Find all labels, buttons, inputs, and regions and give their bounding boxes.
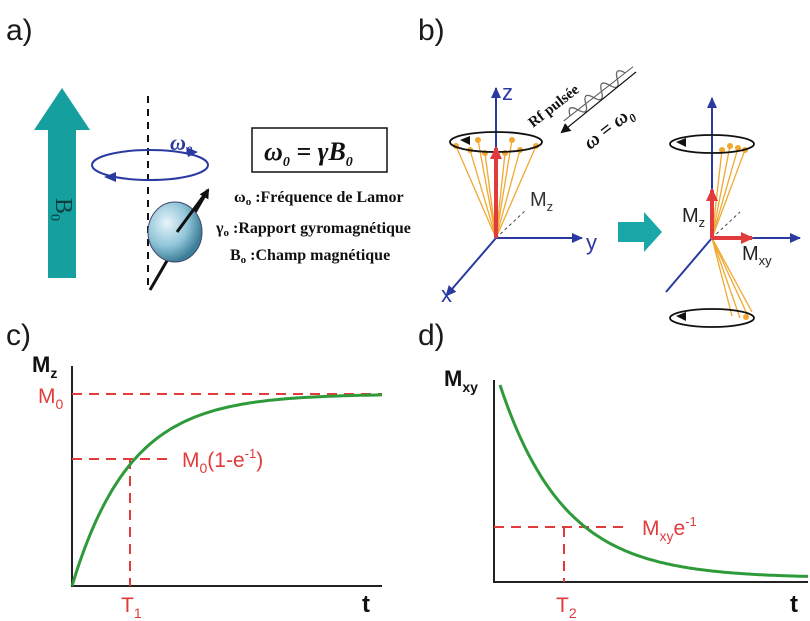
- d-ylabel: Mxy: [444, 366, 478, 395]
- larmor-formula-box: [251, 127, 388, 173]
- upper-ring: [669, 134, 755, 154]
- mz2-label: Mz: [682, 205, 705, 230]
- panel-a-label: a): [6, 14, 33, 47]
- field-label: B0: [47, 198, 76, 221]
- panel-a: a) B0 ω0 ω0 = γB0 ωo :Fréquence de Lamor…: [6, 14, 411, 291]
- magnetic-field-arrow-icon: [34, 88, 90, 278]
- c-m0-label: M0: [38, 385, 64, 412]
- orbit-arrow-icon: [104, 172, 116, 182]
- mxy-label: Mxy: [742, 243, 772, 268]
- c-curve-label: M0(1-e-1): [182, 446, 263, 476]
- panel-b-label: b): [418, 14, 445, 47]
- panel-c-label: c): [6, 319, 31, 352]
- d-decay-curve: [498, 384, 808, 578]
- transition-arrow-icon: [618, 212, 662, 252]
- spin-cone-down: [711, 237, 753, 319]
- legend-field: Bo :Champ magnétique: [230, 247, 390, 266]
- rf-direction-arrow: [560, 71, 637, 134]
- lower-ring: [669, 308, 755, 328]
- panel-d-label: d): [418, 319, 445, 352]
- axis-y-label: y: [586, 230, 597, 255]
- axis-x-label: x: [441, 282, 452, 307]
- c-recovery-curve: [70, 393, 382, 587]
- d-t2-label: T2: [556, 594, 577, 621]
- omega-label: ω0: [170, 130, 193, 158]
- rf-pulse-label: Rf pulsée: [526, 82, 583, 132]
- precession-orbit: [91, 149, 209, 181]
- spin-cone-up: [711, 145, 746, 239]
- d-curve-label: Mxye-1: [642, 514, 697, 544]
- axis-dashed-2: [711, 211, 741, 239]
- c-axes: [71, 366, 382, 587]
- x-axis-2: [665, 237, 713, 293]
- axis-dashed: [495, 209, 527, 239]
- cone-ring-arrow-icon: [460, 136, 470, 145]
- c-xlabel: t: [362, 591, 370, 618]
- d-axes: [493, 380, 808, 583]
- panel-d: d) Mxy Mxye-1 T2 t: [418, 319, 808, 621]
- x-axis: [445, 237, 497, 297]
- larmor-formula: ω0 = γB0: [264, 137, 353, 170]
- panel-c: c) Mz M0 M0(1-e-1) T1 t: [6, 319, 382, 621]
- lower-ring-arrow-icon: [676, 312, 686, 321]
- panel-b: b) z y x Mz Rf pu: [418, 14, 801, 328]
- legend-omega: ωo :Fréquence de Lamor: [234, 189, 404, 208]
- c-ylabel: Mz: [32, 352, 57, 381]
- axis-z-label: z: [502, 80, 513, 105]
- rf-wave-icon: [563, 66, 634, 122]
- lower-spin-tip: [743, 314, 749, 320]
- upper-ring-arrow-icon: [676, 138, 686, 147]
- d-xlabel: t: [790, 591, 798, 618]
- mz-label: Mz: [530, 189, 553, 214]
- orbit-arrow-icon-2: [186, 147, 198, 157]
- legend-gamma: γo :Rapport gyromagnétique: [215, 220, 411, 239]
- c-t1-label: T1: [121, 594, 142, 621]
- spin-vector-top: [175, 189, 210, 233]
- spin-cone: [455, 139, 537, 239]
